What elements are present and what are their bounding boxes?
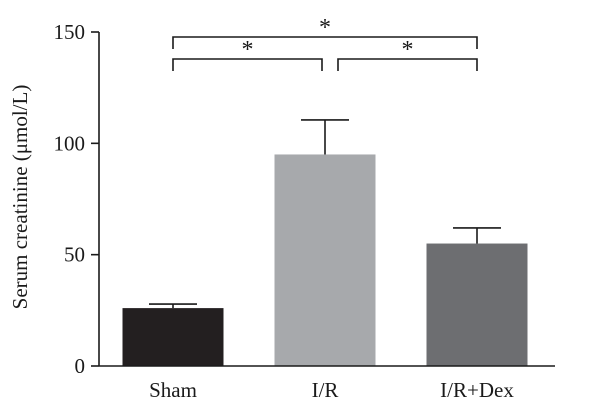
bars <box>122 154 528 366</box>
error-bars <box>149 119 501 309</box>
x-category-label-0: Sham <box>149 378 197 402</box>
bar-2 <box>426 243 528 366</box>
x-category-label-1: I/R <box>312 378 339 402</box>
y-axis-title: Serum creatinine (μmol/L) <box>8 85 32 310</box>
y-axis-ticks: 0 50 100 150 <box>54 20 99 378</box>
significance-brackets: * * * <box>172 15 478 71</box>
y-tick-label-100: 100 <box>54 131 86 155</box>
significance-bracket-0 <box>172 36 478 49</box>
x-axis-categories: Sham I/R I/R+Dex <box>149 378 514 402</box>
y-tick-label-150: 150 <box>54 20 86 44</box>
y-tick-label-50: 50 <box>64 243 85 267</box>
y-tick-label-0: 0 <box>75 354 86 378</box>
significance-star-1: * <box>242 37 254 63</box>
significance-bracket-1 <box>172 58 323 71</box>
bar-1 <box>274 154 376 366</box>
significance-star-0: * <box>319 15 331 41</box>
significance-star-2: * <box>402 37 414 63</box>
bar-0 <box>122 308 224 366</box>
x-category-label-2: I/R+Dex <box>440 378 514 402</box>
significance-bracket-2 <box>337 58 478 71</box>
